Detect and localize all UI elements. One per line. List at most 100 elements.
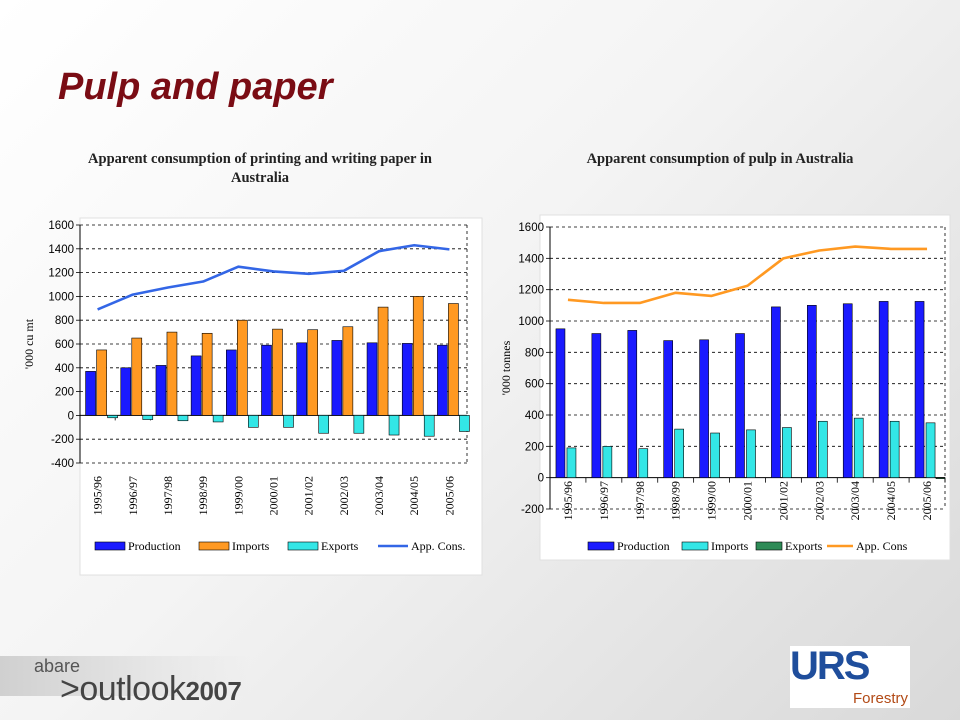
- y-tick-label: -200: [521, 504, 544, 516]
- legend-swatch: [94, 541, 126, 551]
- bar-production: [437, 344, 448, 416]
- bar-imports: [96, 349, 107, 416]
- x-tick-label: 2001/02: [302, 476, 316, 515]
- bar-production: [663, 340, 673, 478]
- series-line-app-cons: [567, 245, 928, 305]
- y-tick-label: 1400: [48, 244, 74, 256]
- chart-paper: -400 -200 0 200 400 600 800 1000 1200 1400 1600 199…: [22, 217, 483, 576]
- outlook-year: 2007: [185, 676, 242, 706]
- x-tick-label: 2003/04: [848, 481, 862, 520]
- y-tick-label: 1200: [48, 268, 74, 280]
- bar-exports: [177, 415, 189, 422]
- x-tick-label: 1999/00: [705, 481, 719, 520]
- x-tick-label: 2004/05: [884, 481, 898, 520]
- legend-swatch: [287, 541, 319, 551]
- bar-imports: [889, 420, 900, 478]
- bar-imports: [131, 337, 143, 416]
- chart-1-title: Apparent consumption of printing and wri…: [88, 151, 432, 186]
- bar-production: [878, 301, 889, 478]
- x-tick-label: 1998/99: [669, 481, 683, 520]
- legend-label: Production: [617, 539, 670, 553]
- bar-exports: [283, 415, 294, 428]
- bar-production: [261, 344, 272, 416]
- legend-label: Production: [128, 539, 181, 553]
- y-tick-label: 200: [525, 441, 544, 453]
- y-tick-label: 600: [525, 379, 544, 391]
- bar-imports: [638, 448, 649, 478]
- y-tick-label: 1000: [518, 316, 544, 328]
- bar-imports: [602, 446, 613, 478]
- x-tick-label: 1999/00: [231, 476, 245, 515]
- y-tick-label: 1600: [518, 222, 544, 234]
- x-tick-label: 1995/96: [561, 481, 575, 520]
- bar-exports: [935, 477, 946, 479]
- bar-production: [401, 343, 413, 416]
- bar-production: [807, 305, 817, 478]
- bar-production: [331, 340, 343, 416]
- bar-exports: [142, 415, 154, 420]
- bar-imports: [342, 326, 354, 416]
- y-axis-label: '000 cu mt: [22, 318, 36, 369]
- bar-production: [155, 365, 167, 416]
- bar-imports: [925, 422, 936, 478]
- y-tick-label: -400: [51, 458, 74, 470]
- urs-logo-text: URS: [790, 644, 870, 688]
- x-tick-label: 2005/06: [442, 476, 456, 515]
- y-tick-label: -200: [51, 434, 74, 446]
- bar-imports: [782, 427, 792, 478]
- x-tick-label: 1996/97: [126, 476, 140, 515]
- bar-production: [226, 349, 237, 416]
- outlook-prefix: >: [60, 670, 80, 708]
- x-tick-label: 2000/01: [741, 481, 755, 520]
- legend-label: Imports: [711, 539, 749, 553]
- x-tick-label: 2002/03: [812, 481, 826, 520]
- bar-production: [120, 367, 132, 416]
- legend-swatch: [681, 541, 709, 551]
- bar-exports: [459, 415, 470, 432]
- chart-2-title: Apparent consumption of pulp in Australi…: [586, 151, 854, 167]
- y-axis-label: '000 tonnes: [499, 340, 513, 395]
- bar-imports: [201, 332, 213, 416]
- x-tick-label: 1997/98: [161, 476, 175, 515]
- bar-production: [190, 355, 202, 416]
- legend-label: App. Cons.: [411, 539, 465, 553]
- abare-logo-text: abare: [34, 656, 81, 676]
- chart-pulp: -200 0 200 400 600 800 1000 1200 1400 1600 1995/96…: [499, 214, 951, 561]
- y-tick-label: 800: [525, 347, 544, 359]
- x-tick-label: 1997/98: [633, 481, 647, 520]
- bar-exports: [388, 415, 400, 436]
- y-tick-label: 1400: [518, 253, 544, 265]
- bar-imports: [818, 420, 828, 478]
- legend-swatch: [587, 541, 615, 551]
- x-tick-label: 2002/03: [337, 476, 351, 515]
- bar-imports: [412, 296, 424, 416]
- legend-label: App. Cons: [856, 539, 908, 553]
- y-tick-label: 0: [68, 410, 74, 422]
- bar-production: [699, 339, 709, 478]
- bar-imports: [566, 447, 577, 478]
- y-tick-label: 0: [538, 473, 544, 485]
- y-tick-label: 400: [525, 410, 544, 422]
- y-tick-label: 1600: [48, 220, 74, 232]
- x-tick-label: 2003/04: [372, 476, 386, 515]
- bar-production: [591, 333, 602, 478]
- x-tick-label: 2005/06: [920, 481, 934, 520]
- bar-imports: [710, 432, 720, 478]
- bar-production: [771, 306, 781, 478]
- bar-imports: [448, 303, 459, 416]
- y-tick-label: 1200: [518, 285, 544, 297]
- x-tick-label: 1995/96: [91, 476, 105, 515]
- bar-imports: [674, 428, 684, 478]
- bar-production: [555, 328, 566, 478]
- bar-imports: [746, 429, 756, 478]
- bar-exports: [318, 415, 329, 434]
- x-tick-label: 2000/01: [267, 476, 281, 515]
- bar-imports: [272, 328, 283, 416]
- x-tick-label: 1998/99: [196, 476, 210, 515]
- series-line-app-cons: [97, 243, 450, 311]
- bar-production: [627, 330, 638, 478]
- x-tick-label: 2004/05: [407, 476, 421, 515]
- bar-production: [296, 342, 307, 416]
- bar-imports: [237, 319, 248, 416]
